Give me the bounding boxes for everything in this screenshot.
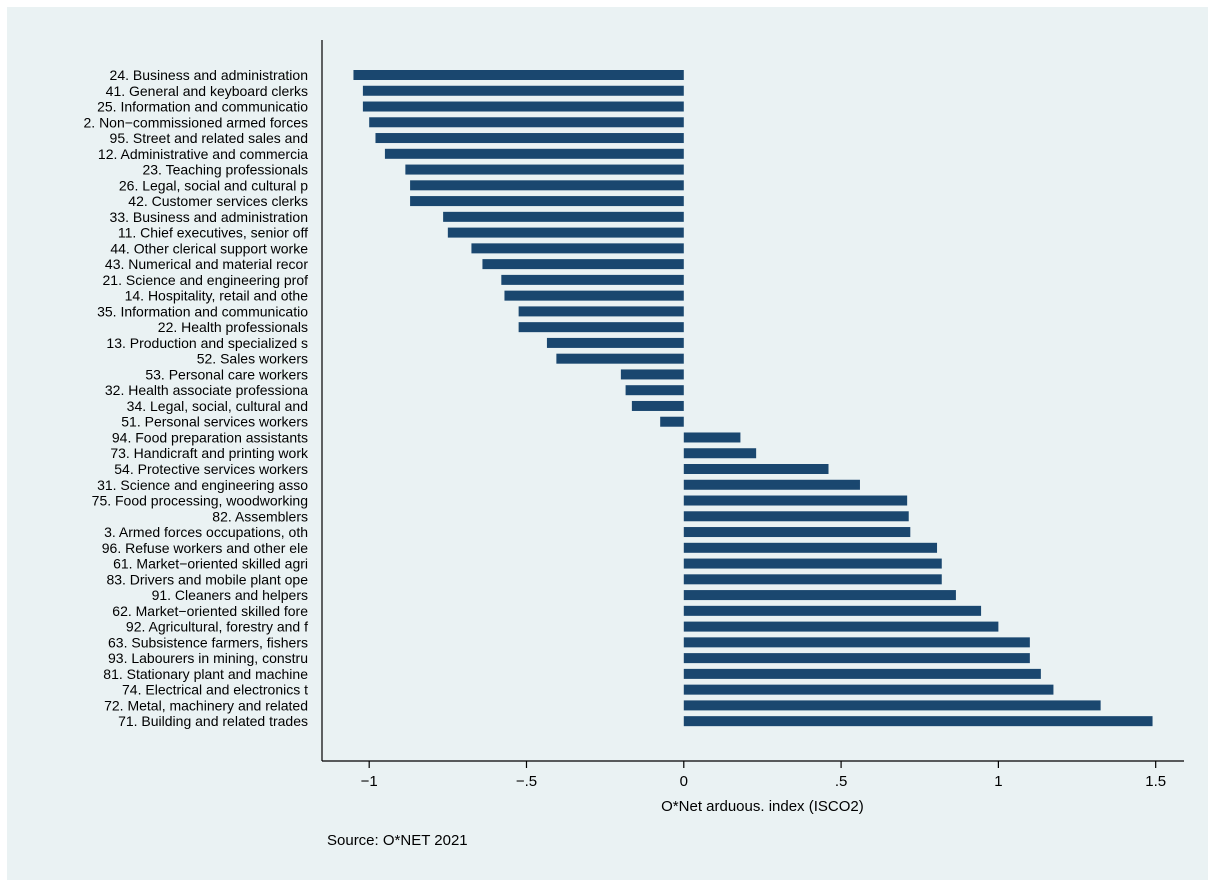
- bar: [625, 385, 684, 396]
- category-label: 31. Science and engineering asso: [97, 477, 308, 493]
- category-label: 52. Sales workers: [197, 351, 308, 367]
- category-label: 11. Chief executives, senior off: [118, 225, 308, 241]
- category-label: 32. Health associate professiona: [105, 382, 308, 398]
- bar: [482, 259, 684, 270]
- bar: [683, 684, 1054, 695]
- category-label: 14. Hospitality, retail and othe: [125, 288, 309, 304]
- category-label: 91. Cleaners and helpers: [152, 587, 308, 603]
- source-note: Source: O*NET 2021: [327, 832, 468, 849]
- bar: [501, 274, 684, 285]
- bar: [683, 621, 999, 632]
- bar: [405, 164, 684, 175]
- bar: [683, 479, 860, 490]
- bar: [683, 605, 982, 616]
- bar: [683, 574, 942, 585]
- category-label: 41. General and keyboard clerks: [106, 83, 308, 99]
- bar: [631, 400, 684, 411]
- chart-figure: 24. Business and administration 41. Gener…: [7, 7, 1208, 880]
- x-tick-label: .5: [835, 773, 848, 790]
- category-label: 13. Production and specialized s: [106, 335, 308, 351]
- bar: [683, 653, 1030, 664]
- category-label: 81. Stationary plant and machine: [103, 666, 308, 682]
- x-ticks-group: −1 −.5 0 .5 1 1.5: [361, 761, 1166, 790]
- bars-group: [353, 70, 1153, 727]
- category-label: 24. Business and administration: [110, 67, 308, 83]
- category-label: 62. Market−oriented skilled fore: [112, 603, 308, 619]
- category-label: 26. Legal, social and cultural p: [119, 177, 308, 193]
- bar: [556, 353, 684, 364]
- category-label: 3. Armed forces occupations, oth: [104, 524, 308, 540]
- bar: [683, 432, 741, 443]
- bar: [447, 227, 684, 238]
- bar: [353, 70, 684, 80]
- category-label: 71. Building and related trades: [118, 713, 308, 729]
- category-label: 72. Metal, machinery and related: [104, 697, 308, 713]
- category-label: 43. Numerical and material recor: [105, 256, 308, 272]
- category-label: 42. Customer services clerks: [128, 193, 308, 209]
- x-tick-label: 1: [994, 773, 1002, 790]
- category-label: 75. Food processing, woodworking: [92, 493, 308, 509]
- bar: [518, 306, 684, 317]
- category-label: 25. Information and communicatio: [97, 99, 308, 115]
- bar: [683, 668, 1041, 679]
- bar: [410, 196, 684, 207]
- bar: [443, 211, 684, 222]
- bar: [683, 448, 757, 459]
- bar: [683, 716, 1153, 727]
- x-tick-label: −1: [361, 773, 378, 790]
- category-label: 44. Other clerical support worke: [110, 240, 308, 256]
- category-label: 21. Science and engineering prof: [103, 272, 309, 288]
- category-label: 63. Subsistence farmers, fishers: [108, 634, 308, 650]
- bar: [683, 464, 829, 474]
- bar: [683, 511, 909, 522]
- category-label: 61. Market−oriented skilled agri: [113, 556, 308, 572]
- bar: [362, 85, 684, 96]
- category-label: 33. Business and administration: [110, 209, 308, 225]
- category-label: 93. Labourers in mining, constru: [108, 650, 308, 666]
- category-label: 74. Electrical and electronics t: [122, 682, 308, 698]
- category-label: 95. Street and related sales and: [110, 130, 308, 146]
- x-axis-title: O*Net arduous. index (ISCO2): [661, 798, 864, 815]
- bar: [683, 700, 1101, 711]
- bar: [660, 416, 684, 427]
- category-label: 12. Administrative and commercia: [98, 146, 308, 162]
- category-label: 54. Protective services workers: [114, 461, 308, 477]
- category-label: 22. Health professionals: [158, 319, 308, 335]
- bar: [683, 637, 1030, 648]
- bar: [683, 558, 942, 569]
- bar: [683, 495, 908, 506]
- category-label: 92. Agricultural, forestry and f: [126, 619, 308, 635]
- bar: [504, 290, 684, 301]
- bar: [362, 101, 684, 112]
- bar: [410, 180, 684, 191]
- category-label: 96. Refuse workers and other ele: [102, 540, 308, 556]
- category-label: 51. Personal services workers: [121, 414, 308, 430]
- category-label: 34. Legal, social, cultural and: [127, 398, 308, 414]
- bar: [683, 590, 956, 601]
- category-label: 83. Drivers and mobile plant ope: [106, 571, 308, 587]
- bar: [620, 369, 684, 380]
- category-label: 23. Teaching professionals: [142, 162, 308, 178]
- category-label: 35. Information and communicatio: [97, 303, 308, 319]
- x-tick-label: −.5: [516, 773, 537, 790]
- bar: [375, 133, 684, 144]
- category-label: 73. Handicraft and printing work: [110, 445, 309, 461]
- category-label: 94. Food preparation assistants: [112, 429, 308, 445]
- bar: [683, 527, 911, 538]
- x-tick-label: 1.5: [1145, 773, 1166, 790]
- category-label: 53. Personal care workers: [145, 366, 308, 382]
- bar: [518, 322, 684, 333]
- bar: [369, 117, 684, 128]
- category-label: 82. Assemblers: [212, 508, 308, 524]
- bar: [546, 337, 684, 348]
- bar: [683, 542, 938, 553]
- bar: [471, 243, 684, 254]
- bar: [384, 148, 684, 159]
- x-tick-label: 0: [680, 773, 688, 790]
- category-label: 2. Non−commissioned armed forces: [84, 114, 309, 130]
